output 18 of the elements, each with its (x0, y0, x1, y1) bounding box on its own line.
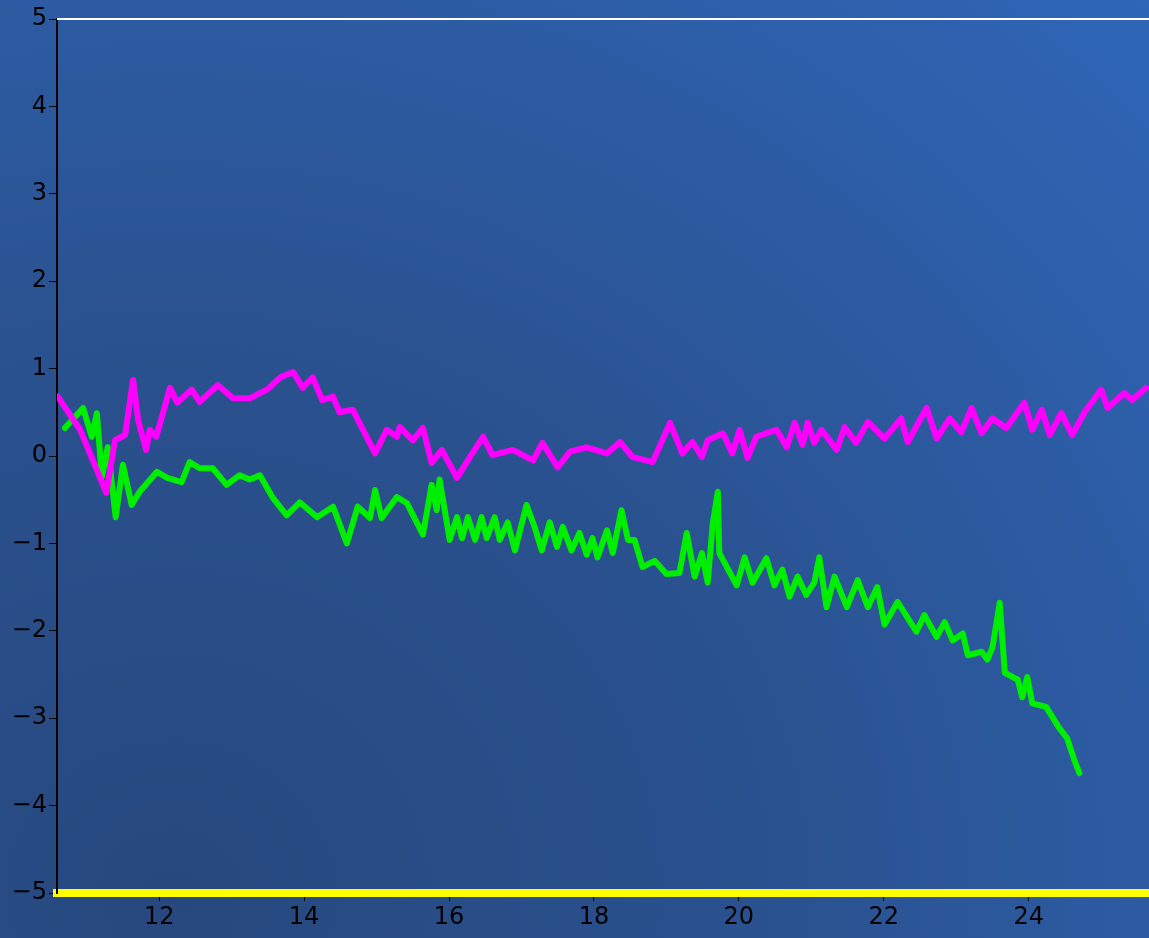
y-tick-label: −3 (11, 702, 47, 731)
y-tick-label: −1 (11, 527, 47, 556)
y-tick-label: 4 (31, 90, 47, 119)
x-tick-label: 14 (288, 901, 320, 930)
y-tick-label: 5 (31, 3, 47, 32)
y-tick-label: −5 (11, 877, 47, 906)
y-tick-label: 3 (31, 178, 47, 207)
y-tick-label: 1 (31, 352, 47, 381)
x-tick-label: 16 (433, 901, 465, 930)
y-tick-label: 0 (31, 440, 47, 469)
y-tick-label: −2 (11, 615, 47, 644)
x-tick-label: 12 (143, 901, 175, 930)
x-tick-label: 20 (723, 901, 755, 930)
y-tick-label: 2 (31, 265, 47, 294)
x-tick-label: 22 (868, 901, 900, 930)
x-tick-label: 24 (1013, 901, 1044, 930)
x-tick-label: 18 (578, 901, 610, 930)
y-tick-label: −4 (11, 789, 47, 818)
